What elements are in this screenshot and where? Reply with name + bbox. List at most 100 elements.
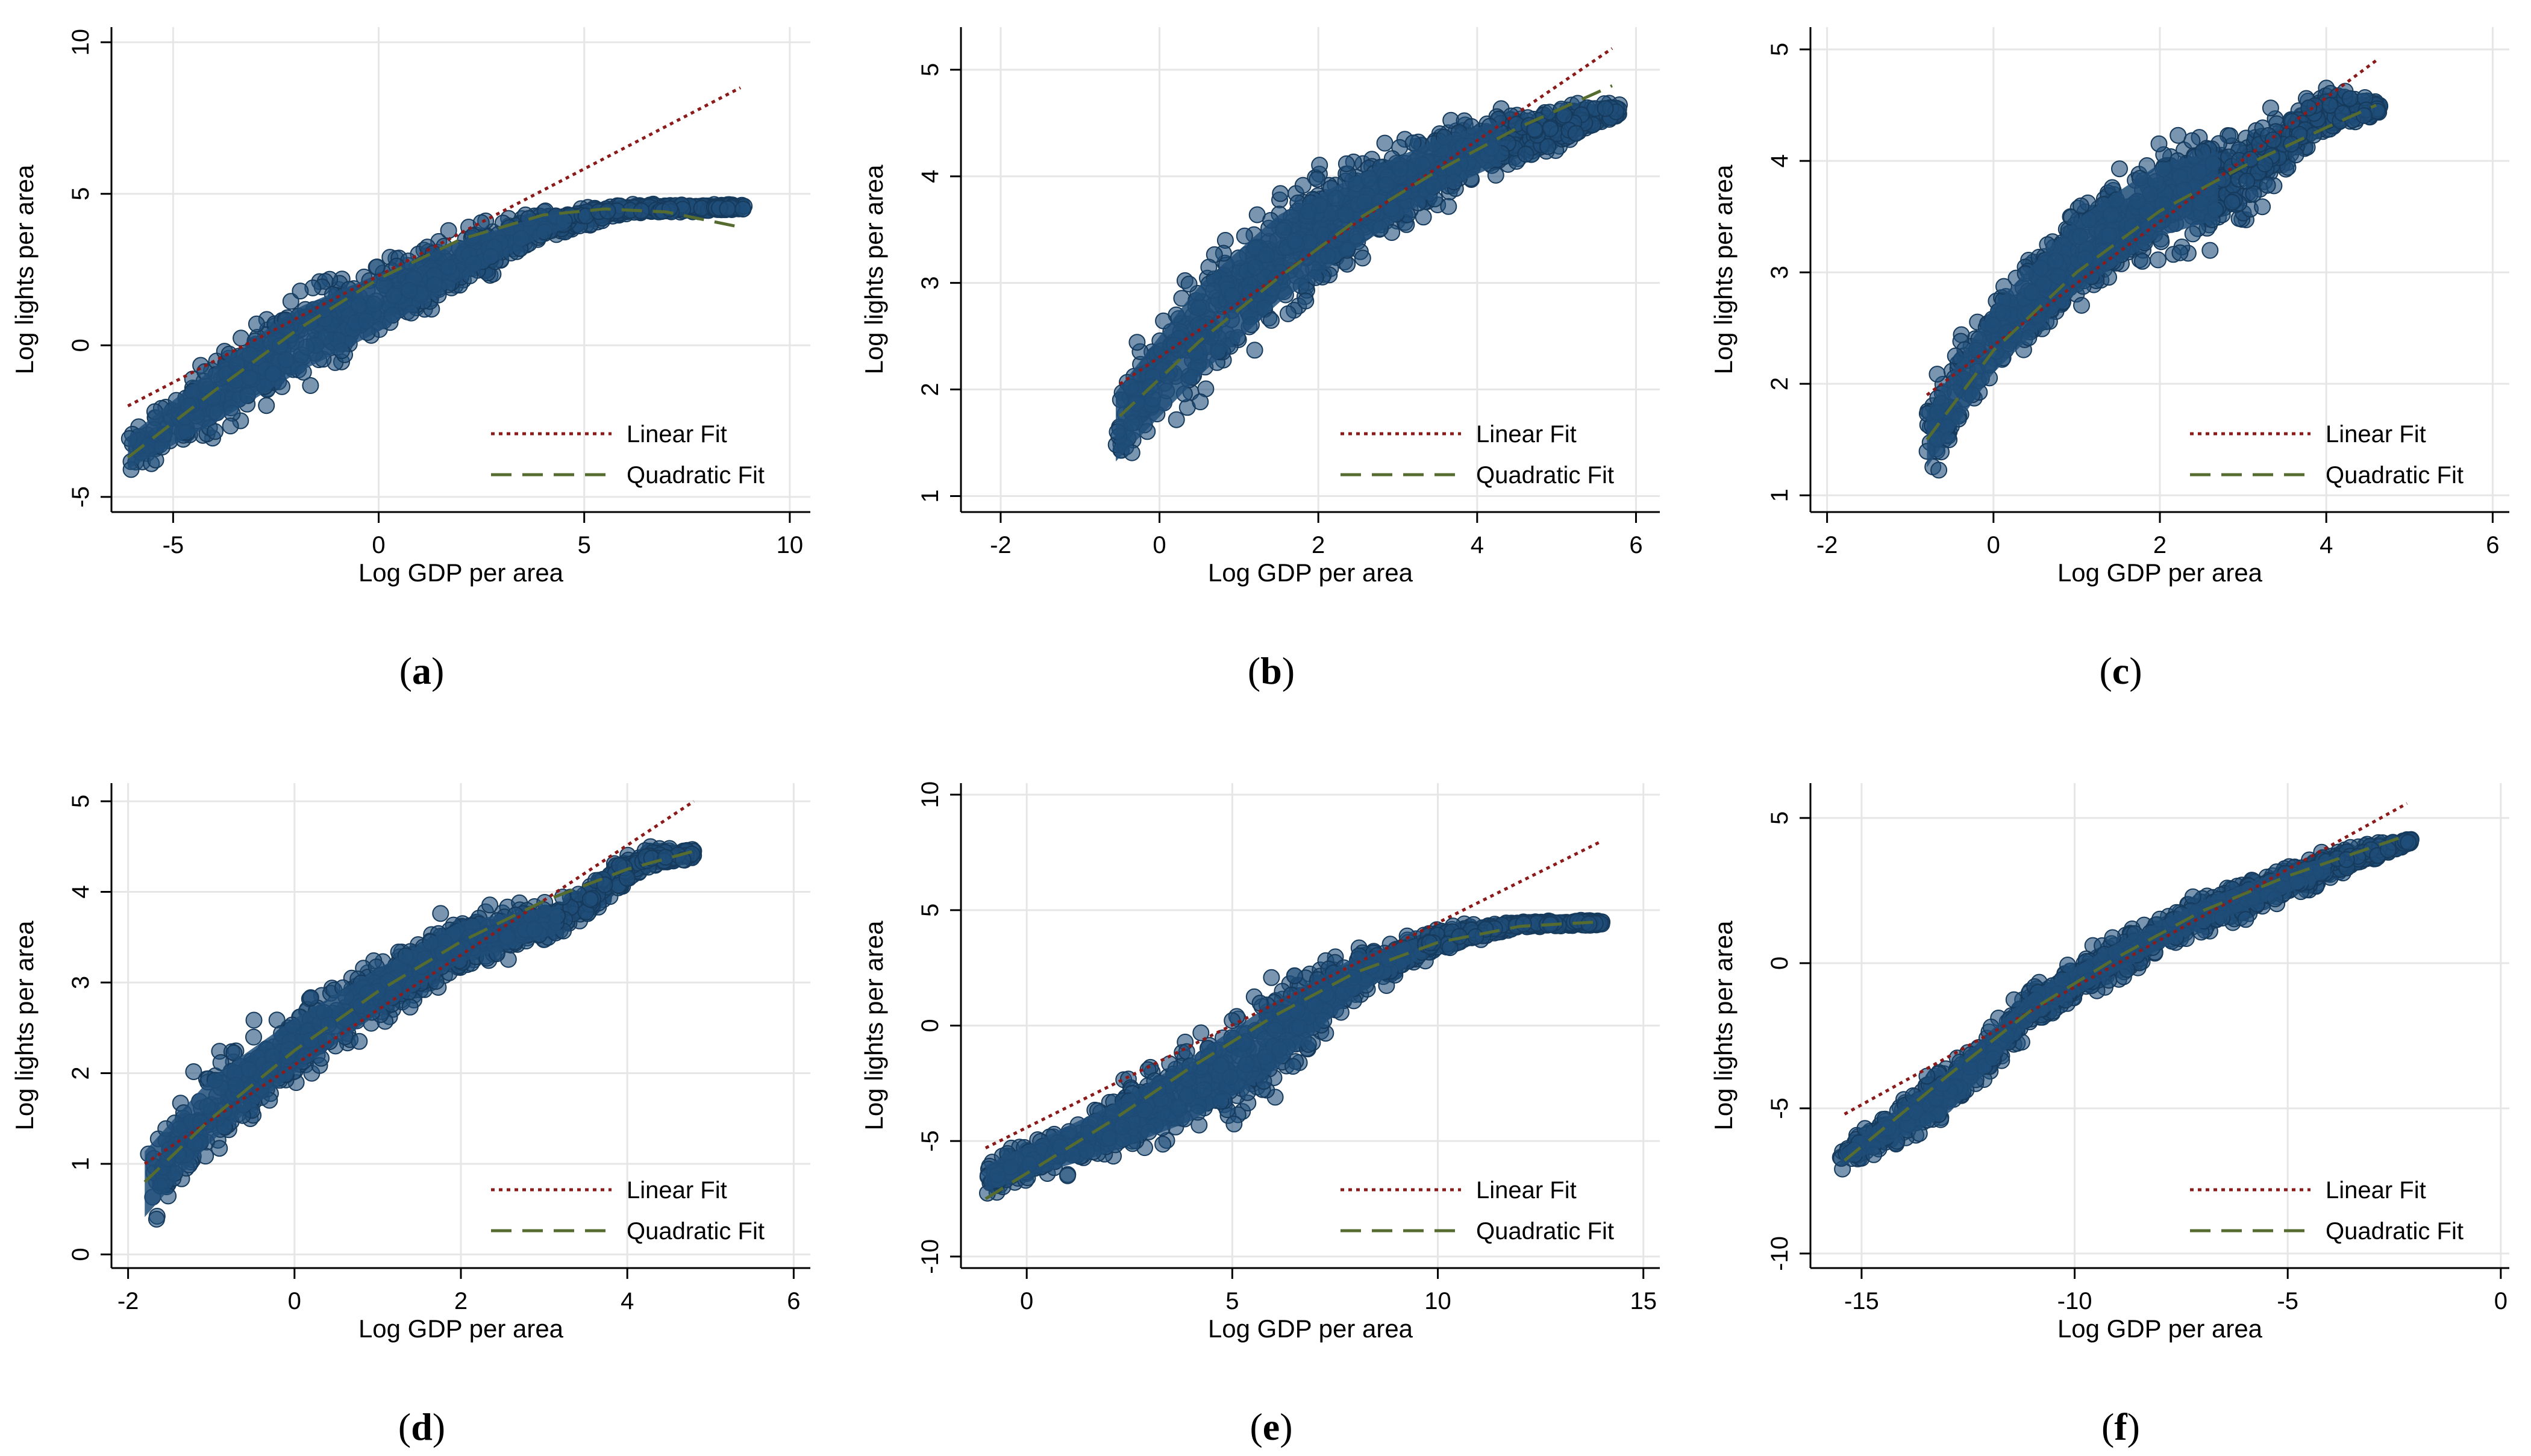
scatter-point bbox=[1272, 185, 1289, 202]
x-tick-label: -2 bbox=[990, 532, 1012, 558]
scatter-point bbox=[1539, 138, 1557, 155]
y-tick-label: 4 bbox=[67, 885, 94, 898]
scatter-point bbox=[1309, 170, 1326, 188]
scatter-point bbox=[472, 214, 490, 231]
scatter-point bbox=[2356, 107, 2373, 124]
panel-label-letter: b bbox=[1260, 649, 1282, 692]
scatter-point bbox=[1246, 342, 1263, 359]
x-tick-label: 2 bbox=[1312, 532, 1325, 558]
y-tick-label: -5 bbox=[67, 486, 94, 508]
panel-label: (c) bbox=[2099, 649, 2142, 692]
x-tick-label: 2 bbox=[2153, 532, 2167, 558]
scatter-point bbox=[440, 222, 457, 239]
scatter-point bbox=[1279, 305, 1297, 322]
scatter-point bbox=[2259, 177, 2276, 194]
scatter-point bbox=[432, 905, 449, 922]
scatter-point bbox=[2201, 242, 2219, 259]
legend-linear-label: Linear Fit bbox=[627, 421, 727, 448]
x-axis-title: Log GDP per area bbox=[358, 558, 564, 587]
x-tick-label: 6 bbox=[787, 1288, 800, 1314]
panel-label: (a) bbox=[399, 649, 445, 692]
scatter-point bbox=[245, 1011, 263, 1029]
scatter-point bbox=[258, 397, 275, 414]
y-axis-title: Log lights per area bbox=[10, 920, 39, 1131]
scatter-point bbox=[1376, 134, 1394, 152]
y-tick-label: 3 bbox=[917, 276, 943, 289]
scatter-point bbox=[222, 417, 239, 435]
y-tick-label: 3 bbox=[67, 976, 94, 989]
x-tick-label: 0 bbox=[1987, 532, 2000, 558]
legend-linear-label: Linear Fit bbox=[2326, 421, 2426, 448]
scatter-point bbox=[581, 891, 599, 908]
scatter-point bbox=[2223, 193, 2241, 211]
x-tick-label: 4 bbox=[1471, 532, 1484, 558]
scatter-point bbox=[302, 989, 319, 1007]
panel-label-close: ) bbox=[2129, 649, 2142, 692]
x-tick-label: 6 bbox=[2486, 532, 2499, 558]
panel-label-open: ( bbox=[1248, 649, 1260, 692]
y-tick-label: 2 bbox=[1766, 377, 1793, 390]
scatter-point bbox=[401, 998, 419, 1016]
y-tick-label: 0 bbox=[67, 1248, 94, 1261]
y-tick-label: 4 bbox=[917, 170, 943, 183]
scatter-point bbox=[657, 849, 674, 866]
y-tick-label: 1 bbox=[67, 1157, 94, 1170]
x-tick-label: 4 bbox=[2320, 532, 2333, 558]
panel-label-open: ( bbox=[2099, 649, 2112, 692]
y-tick-label: 5 bbox=[67, 187, 94, 201]
scatter-point bbox=[368, 258, 386, 276]
scatter-point bbox=[1567, 125, 1585, 142]
linear-fit-line bbox=[127, 86, 742, 408]
scatter-point bbox=[148, 1210, 165, 1228]
x-tick-label: 4 bbox=[621, 1288, 634, 1314]
scatter-point bbox=[719, 200, 736, 217]
y-tick-label: 1 bbox=[917, 489, 943, 502]
x-axis-title: Log GDP per area bbox=[1208, 558, 1413, 587]
scatter-point bbox=[282, 293, 299, 310]
scatter-point bbox=[1415, 208, 1432, 226]
scatter-density-core bbox=[128, 213, 568, 469]
scatter-point bbox=[2238, 172, 2256, 190]
scatter-point bbox=[2133, 252, 2151, 270]
scatter-point bbox=[1337, 155, 1355, 172]
x-tick-label: 10 bbox=[777, 532, 804, 558]
scatter-point bbox=[1192, 393, 1209, 411]
scatter-point bbox=[1487, 166, 1504, 184]
scatter-point bbox=[2150, 135, 2168, 152]
scatter-point bbox=[2150, 251, 2167, 269]
scatter-point bbox=[1180, 275, 1198, 293]
y-tick-label: 2 bbox=[917, 383, 943, 396]
scatter-point bbox=[302, 377, 319, 394]
scatter-point bbox=[1297, 292, 1315, 310]
scatter-point bbox=[599, 202, 616, 220]
legend-quadratic-label: Quadratic Fit bbox=[627, 1218, 765, 1245]
scatter-point bbox=[1597, 100, 1614, 117]
scatter-point bbox=[1440, 198, 1457, 215]
y-axis-title: Log lights per area bbox=[860, 164, 888, 375]
scatter-point bbox=[1929, 366, 1946, 383]
scatter-point bbox=[2341, 90, 2359, 107]
scatter-point bbox=[2073, 197, 2089, 214]
scatter-point bbox=[1168, 411, 1185, 428]
x-tick-label: 0 bbox=[1153, 532, 1166, 558]
y-tick-label: 0 bbox=[67, 339, 94, 352]
scatter-point bbox=[1930, 461, 1948, 479]
x-tick-label: 6 bbox=[1629, 532, 1642, 558]
x-tick-label: -2 bbox=[117, 1288, 139, 1314]
legend-linear-label: Linear Fit bbox=[1476, 421, 1577, 448]
x-tick-label: -5 bbox=[163, 532, 184, 558]
x-tick-label: 0 bbox=[372, 532, 385, 558]
legend-quadratic-label: Quadratic Fit bbox=[2326, 462, 2464, 489]
scatter-point bbox=[245, 1028, 262, 1046]
scatter-point bbox=[1517, 145, 1535, 163]
scatter-point bbox=[185, 1063, 202, 1080]
scatter-point bbox=[292, 283, 309, 300]
panel-label-close: ) bbox=[431, 649, 444, 692]
y-axis-title: Log lights per area bbox=[1709, 164, 1738, 375]
y-tick-label: 5 bbox=[1766, 43, 1793, 56]
y-axis-title: Log lights per area bbox=[10, 164, 39, 375]
legend-quadratic-label: Quadratic Fit bbox=[1476, 462, 1614, 489]
